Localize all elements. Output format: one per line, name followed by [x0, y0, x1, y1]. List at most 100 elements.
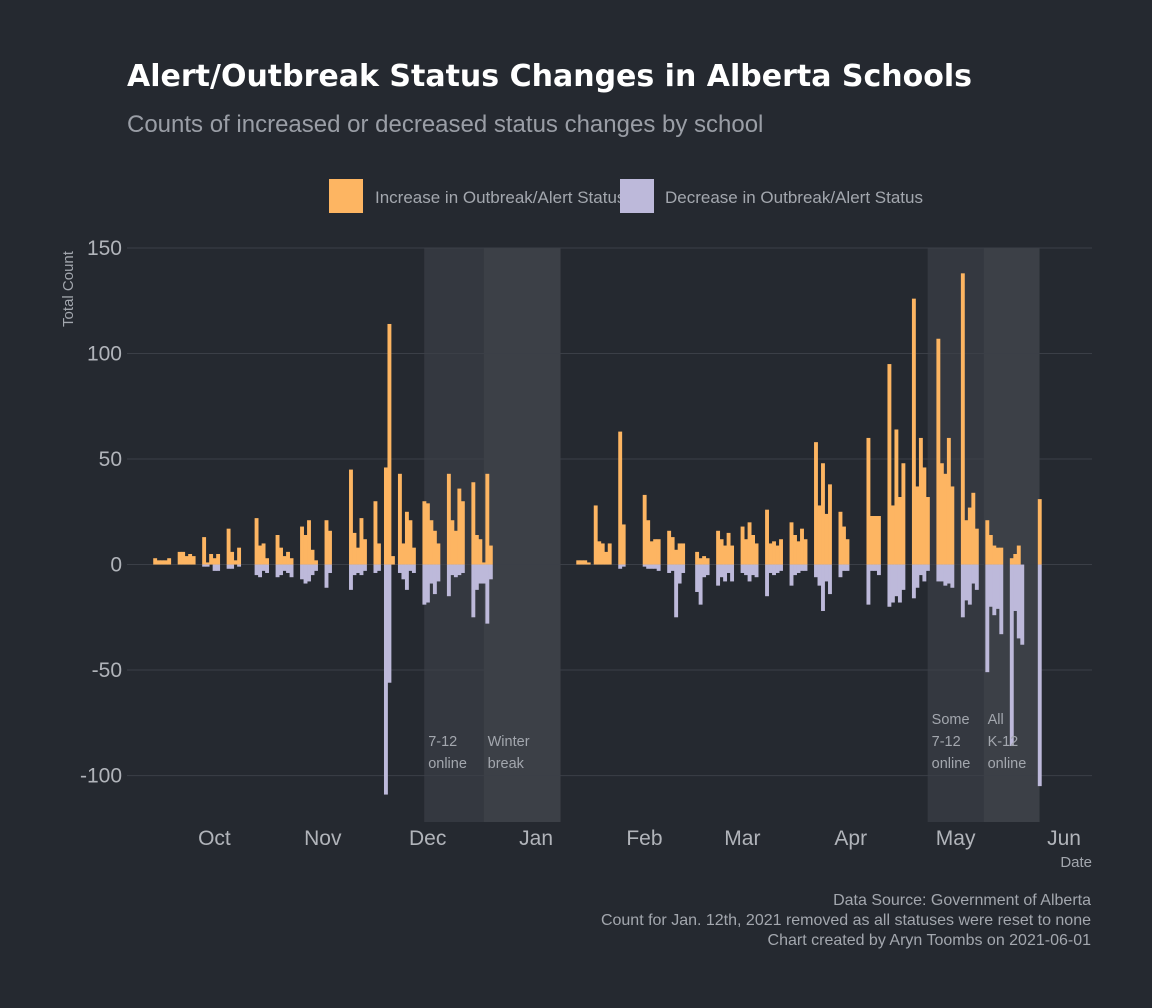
bar-increase-2020-12-18 — [485, 473, 490, 565]
bar-increase-2020-11-16 — [373, 501, 378, 565]
bar-decrease-2021-02-24 — [723, 564, 728, 582]
bar-decrease-2021-04-16 — [901, 564, 906, 590]
bar-decrease-2020-10-01 — [212, 564, 217, 571]
bar-decrease-2021-02-18 — [702, 564, 707, 578]
bar-decrease-2021-02-23 — [719, 564, 724, 578]
bar-increase-2021-05-11 — [988, 535, 993, 565]
bar-increase-2020-11-30 — [422, 501, 427, 565]
bar-increase-2020-12-04 — [436, 543, 441, 565]
bar-decrease-2021-05-13 — [995, 564, 1000, 609]
bar-decrease-2020-11-20 — [387, 564, 392, 683]
bar-decrease-2020-12-02 — [429, 564, 434, 584]
bar-increase-2020-11-19 — [383, 467, 388, 565]
bar-increase-2021-01-21 — [604, 551, 609, 565]
bar-increase-2020-10-29 — [310, 549, 315, 565]
bar-decrease-2020-09-28 — [202, 564, 207, 567]
bar-decrease-2020-10-22 — [286, 564, 290, 573]
bar-increase-2021-03-18 — [800, 528, 804, 565]
bar-increase-2021-01-20 — [600, 543, 605, 565]
bar-decrease-2021-05-12 — [992, 564, 997, 616]
bar-decrease-2020-12-10 — [457, 564, 462, 576]
bar-increase-2020-11-10 — [352, 532, 357, 565]
bar-increase-2021-01-14 — [579, 560, 584, 565]
y-tick-label-2: 50 — [99, 448, 122, 471]
bar-increase-2021-01-22 — [607, 543, 612, 565]
bar-decrease-2020-10-06 — [230, 564, 235, 569]
caption-line-note: Count for Jan. 12th, 2021 removed as all… — [601, 912, 1091, 929]
bar-increase-2020-12-07 — [446, 473, 451, 565]
shaded-period-1 — [483, 248, 561, 822]
bar-decrease-2020-10-30 — [314, 564, 318, 571]
caption: Data Source: Government of Alberta Count… — [601, 892, 1091, 949]
bar-decrease-2021-04-15 — [897, 564, 902, 603]
bar-increase-2020-11-27 — [411, 547, 416, 565]
bar-increase-2021-03-31 — [845, 539, 850, 565]
bar-increase-2021-02-12 — [681, 543, 686, 565]
bar-decrease-2020-10-28 — [307, 564, 311, 582]
x-tick-label-may: May — [936, 827, 976, 850]
bar-increase-2020-10-23 — [289, 558, 294, 565]
bar-increase-2021-05-10 — [985, 520, 990, 565]
bar-decrease-2021-04-29 — [946, 564, 951, 584]
bar-increase-2021-02-09 — [670, 537, 675, 565]
bar-increase-2020-11-21 — [390, 556, 395, 565]
bar-decrease-2021-04-09 — [876, 564, 881, 576]
bar-decrease-2020-12-18 — [485, 564, 490, 624]
bar-increase-2020-12-15 — [474, 535, 479, 565]
bar-decrease-2021-03-10 — [772, 564, 776, 576]
bar-increase-2020-12-03 — [432, 530, 437, 565]
bar-increase-2021-03-02 — [744, 539, 749, 565]
bar-increase-2021-05-25 — [1037, 499, 1042, 565]
bar-increase-2021-05-12 — [992, 545, 997, 565]
bar-increase-2021-02-02 — [646, 520, 651, 565]
bar-decrease-2021-05-11 — [988, 564, 993, 607]
bar-decrease-2021-01-25 — [618, 564, 623, 569]
shaded-period-label-2-0: Some — [932, 712, 970, 728]
bar-decrease-2021-03-26 — [828, 564, 832, 595]
bar-increase-2021-03-22 — [814, 442, 818, 565]
bar-increase-2021-03-08 — [765, 509, 769, 565]
bar-increase-2021-04-14 — [894, 429, 899, 565]
bar-increase-2021-04-09 — [876, 516, 881, 565]
bar-increase-2020-10-21 — [282, 556, 287, 565]
bar-increase-2021-03-09 — [768, 543, 773, 565]
bar-increase-2021-05-07 — [974, 528, 979, 565]
bar-increase-2021-02-04 — [653, 539, 658, 565]
bar-increase-2021-05-05 — [967, 507, 972, 565]
bar-decrease-2020-11-30 — [422, 564, 427, 605]
bar-decrease-2021-03-23 — [817, 564, 822, 586]
caption-line-credit: Chart created by Aryn Toombs on 2021-06-… — [768, 932, 1092, 949]
bar-decrease-2021-03-03 — [747, 564, 752, 582]
shaded-period-label-3-2: online — [988, 756, 1027, 772]
bar-decrease-2020-12-17 — [481, 564, 486, 584]
bar-increase-2021-02-10 — [674, 549, 679, 565]
x-tick-label-mar: Mar — [724, 827, 760, 850]
y-tick-label-3: 0 — [110, 554, 122, 577]
bar-decrease-2021-03-18 — [800, 564, 804, 571]
legend-swatch-increase — [329, 179, 363, 213]
bar-increase-2020-11-13 — [363, 539, 367, 565]
bar-decrease-2020-12-16 — [478, 564, 483, 584]
bar-increase-2020-10-14 — [258, 545, 263, 565]
bar-decrease-2021-03-29 — [838, 564, 843, 578]
bar-increase-2020-10-15 — [261, 543, 266, 565]
bar-increase-2021-03-16 — [793, 535, 797, 565]
y-tick-label-0: 150 — [87, 237, 122, 260]
bar-decrease-2021-04-30 — [950, 564, 955, 588]
bar-decrease-2020-10-21 — [282, 564, 287, 571]
bar-decrease-2020-10-27 — [303, 564, 308, 584]
legend-label-increase: Increase in Outbreak/Alert Status — [375, 188, 625, 207]
bar-increase-2021-03-10 — [772, 541, 776, 565]
bar-increase-2020-09-16 — [160, 560, 165, 565]
bar-decrease-2021-02-04 — [653, 564, 658, 569]
bar-decrease-2020-11-13 — [363, 564, 367, 571]
bar-increase-2021-02-19 — [705, 558, 710, 565]
bar-increase-2020-10-01 — [212, 558, 217, 565]
bar-decrease-2021-03-17 — [796, 564, 801, 573]
bar-decrease-2021-04-13 — [890, 564, 895, 603]
bar-decrease-2020-11-17 — [376, 564, 381, 571]
bar-increase-2021-05-19 — [1016, 545, 1021, 565]
bar-decrease-2020-11-25 — [404, 564, 409, 590]
bar-increase-2020-11-11 — [356, 547, 360, 565]
bar-decrease-2020-11-19 — [383, 564, 388, 795]
